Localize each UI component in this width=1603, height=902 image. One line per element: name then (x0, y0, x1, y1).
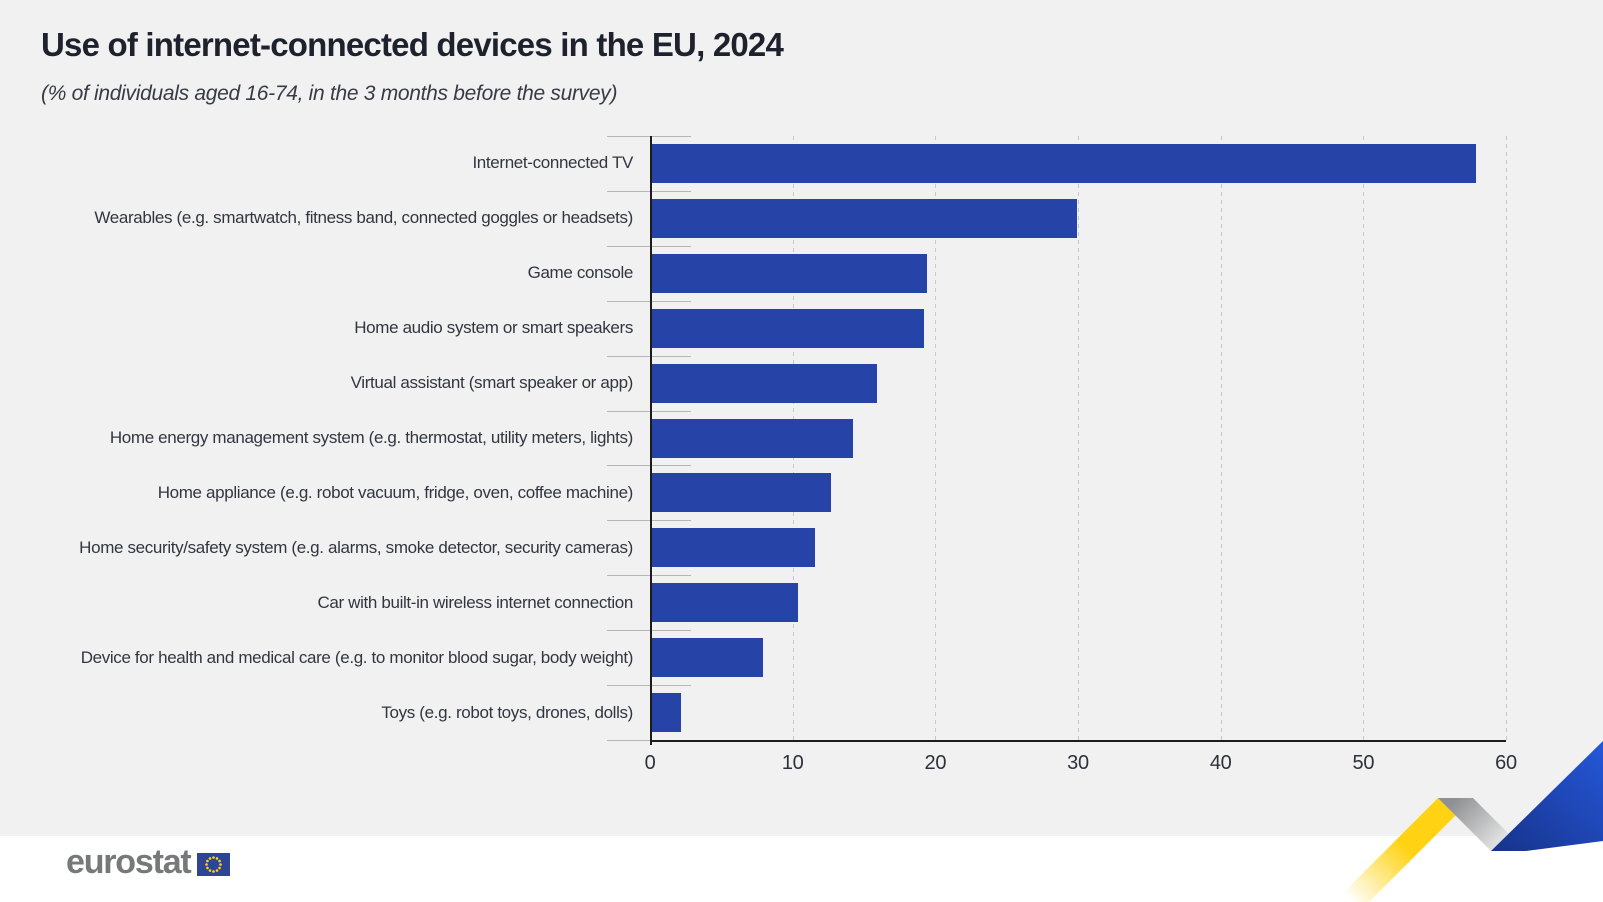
x-tick-label: 40 (1209, 752, 1232, 774)
bar (650, 638, 763, 678)
gridline (1220, 136, 1222, 740)
bar (650, 143, 1477, 183)
x-tick-label: 50 (1352, 752, 1375, 774)
bar (650, 198, 1077, 238)
bar (650, 418, 853, 458)
row-separator-tick (607, 740, 691, 741)
x-tick-label: 60 (1495, 752, 1517, 774)
category-label: Toys (e.g. robot toys, drones, dolls) (381, 702, 633, 722)
eu-flag-icon (196, 852, 230, 876)
category-label: Wearables (e.g. smartwatch, fitness band… (94, 208, 633, 228)
category-label: Home energy management system (e.g. ther… (109, 427, 633, 447)
x-tick-label: 0 (644, 752, 656, 774)
row-separator-tick (607, 300, 691, 302)
x-tick-label: 30 (1067, 752, 1089, 774)
ribbon-blue-band (1491, 741, 1603, 851)
row-separator-tick (607, 465, 691, 467)
ribbon-decoration (1334, 741, 1603, 902)
category-label: Device for health and medical care (e.g.… (80, 647, 634, 667)
category-label: Home security/safety system (e.g. alarms… (79, 537, 633, 557)
gridline (935, 136, 937, 740)
category-label: Virtual assistant (smart speaker or app) (350, 373, 634, 393)
category-label: Car with built-in wireless internet conn… (317, 592, 633, 612)
row-separator-tick (607, 355, 691, 357)
eurostat-logo: eurostat (66, 845, 230, 879)
chart-subtitle: (% of individuals aged 16-74, in the 3 m… (41, 82, 618, 105)
row-separator-tick (607, 630, 691, 632)
category-label: Home appliance (e.g. robot vacuum, fridg… (157, 482, 634, 502)
bar (650, 363, 877, 403)
y-axis-line (650, 136, 652, 745)
row-separator-tick (607, 136, 691, 137)
category-label: Game console (527, 263, 634, 283)
eurostat-logo-text: eurostat (66, 843, 192, 881)
row-separator-tick (607, 575, 691, 577)
x-tick-label: 10 (781, 752, 804, 774)
bar (650, 253, 927, 293)
x-tick-label: 20 (924, 752, 947, 774)
category-label: Internet-connected TV (472, 153, 633, 173)
row-separator-tick (607, 410, 691, 412)
chart-title: Use of internet-connected devices in the… (41, 26, 784, 63)
ribbon-yellow-band (1334, 798, 1473, 902)
row-separator-tick (607, 685, 691, 687)
bar (650, 528, 816, 568)
row-separator-tick (607, 245, 691, 247)
gridline (1078, 136, 1079, 740)
bar (650, 693, 682, 733)
row-separator-tick (607, 520, 691, 522)
bar (650, 308, 924, 348)
bar (650, 583, 799, 623)
row-separator-tick (607, 190, 691, 192)
footer-strip (0, 836, 1603, 902)
gridline (1363, 136, 1365, 740)
gridline (1506, 136, 1507, 740)
category-label: Home audio system or smart speakers (354, 318, 633, 338)
x-axis-line (650, 740, 1506, 742)
ribbon-gray-fold (1438, 798, 1526, 851)
bar (650, 473, 832, 513)
